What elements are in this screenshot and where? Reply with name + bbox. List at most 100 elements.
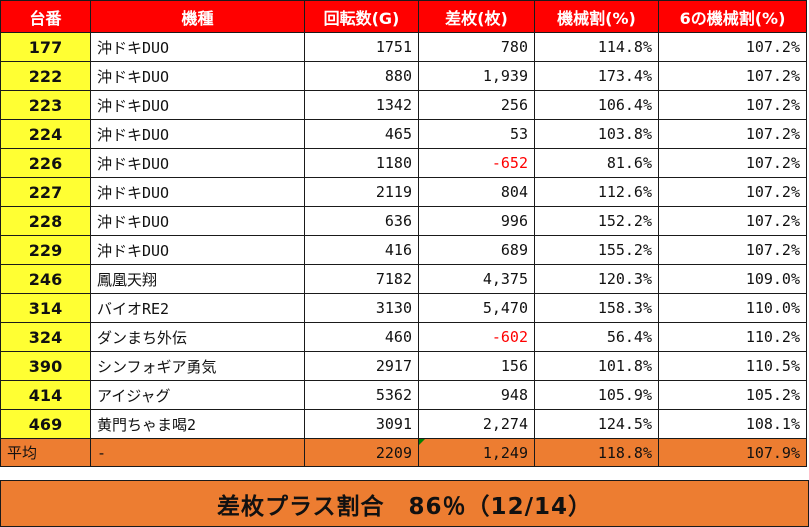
games-cell[interactable]: 2917 bbox=[304, 351, 419, 381]
model-cell[interactable]: シンフォギア勇気 bbox=[90, 351, 305, 381]
table-row: 314 バイオRE2 3130 5,470 158.3% 110.0% bbox=[0, 293, 807, 323]
diff-cell[interactable]: 1,939 bbox=[418, 61, 535, 91]
rate6-cell[interactable]: 107.2% bbox=[658, 148, 807, 178]
average-games[interactable]: 2209 bbox=[304, 438, 419, 467]
rate-cell[interactable]: 152.2% bbox=[534, 206, 659, 236]
diff-cell[interactable]: 4,375 bbox=[418, 264, 535, 294]
model-cell[interactable]: 沖ドキDUO bbox=[90, 235, 305, 265]
machine-number-cell[interactable]: 246 bbox=[0, 264, 91, 294]
model-cell[interactable]: 沖ドキDUO bbox=[90, 206, 305, 236]
model-cell[interactable]: アイジャグ bbox=[90, 380, 305, 410]
rate-cell[interactable]: 81.6% bbox=[534, 148, 659, 178]
model-cell[interactable]: 黄門ちゃま喝2 bbox=[90, 409, 305, 439]
model-cell[interactable]: 沖ドキDUO bbox=[90, 32, 305, 62]
average-diff-cell[interactable]: 1,249 bbox=[418, 438, 535, 467]
rate6-cell[interactable]: 110.2% bbox=[658, 322, 807, 352]
games-cell[interactable]: 5362 bbox=[304, 380, 419, 410]
rate-cell[interactable]: 124.5% bbox=[534, 409, 659, 439]
header-games[interactable]: 回転数(G) bbox=[304, 0, 419, 33]
diff-cell[interactable]: 780 bbox=[418, 32, 535, 62]
games-cell[interactable]: 636 bbox=[304, 206, 419, 236]
machine-number-cell[interactable]: 228 bbox=[0, 206, 91, 236]
rate6-cell[interactable]: 105.2% bbox=[658, 380, 807, 410]
games-cell[interactable]: 880 bbox=[304, 61, 419, 91]
machine-number-cell[interactable]: 224 bbox=[0, 119, 91, 149]
machine-number-cell[interactable]: 177 bbox=[0, 32, 91, 62]
diff-cell[interactable]: 804 bbox=[418, 177, 535, 207]
rate-cell[interactable]: 105.9% bbox=[534, 380, 659, 410]
model-cell[interactable]: 鳳凰天翔 bbox=[90, 264, 305, 294]
machine-number-cell[interactable]: 324 bbox=[0, 322, 91, 352]
machine-number-cell[interactable]: 227 bbox=[0, 177, 91, 207]
machine-number-cell[interactable]: 469 bbox=[0, 409, 91, 439]
model-cell[interactable]: 沖ドキDUO bbox=[90, 148, 305, 178]
rate-cell[interactable]: 56.4% bbox=[534, 322, 659, 352]
average-model[interactable]: - bbox=[90, 438, 305, 467]
rate6-cell[interactable]: 109.0% bbox=[658, 264, 807, 294]
rate6-cell[interactable]: 107.2% bbox=[658, 177, 807, 207]
games-cell[interactable]: 416 bbox=[304, 235, 419, 265]
header-payout-rate[interactable]: 機械割(%) bbox=[534, 0, 659, 33]
rate6-cell[interactable]: 107.2% bbox=[658, 119, 807, 149]
model-cell[interactable]: バイオRE2 bbox=[90, 293, 305, 323]
average-rate[interactable]: 118.8% bbox=[534, 438, 659, 467]
rate6-cell[interactable]: 108.1% bbox=[658, 409, 807, 439]
model-cell[interactable]: 沖ドキDUO bbox=[90, 61, 305, 91]
diff-cell[interactable]: 948 bbox=[418, 380, 535, 410]
diff-cell[interactable]: 53 bbox=[418, 119, 535, 149]
plus-ratio-banner[interactable]: 差枚プラス割合 86％（12/14） bbox=[0, 480, 809, 527]
rate6-cell[interactable]: 107.2% bbox=[658, 235, 807, 265]
rate-cell[interactable]: 101.8% bbox=[534, 351, 659, 381]
machine-number-cell[interactable]: 229 bbox=[0, 235, 91, 265]
rate6-cell[interactable]: 107.2% bbox=[658, 32, 807, 62]
diff-cell[interactable]: 256 bbox=[418, 90, 535, 120]
rate6-cell[interactable]: 107.2% bbox=[658, 61, 807, 91]
header-diff[interactable]: 差枚(枚) bbox=[418, 0, 535, 33]
rate-cell[interactable]: 155.2% bbox=[534, 235, 659, 265]
rate-cell[interactable]: 103.8% bbox=[534, 119, 659, 149]
diff-cell[interactable]: -652 bbox=[418, 148, 535, 178]
machine-number-cell[interactable]: 414 bbox=[0, 380, 91, 410]
rate6-cell[interactable]: 110.0% bbox=[658, 293, 807, 323]
rate-cell[interactable]: 112.6% bbox=[534, 177, 659, 207]
rate6-cell[interactable]: 107.2% bbox=[658, 206, 807, 236]
rate6-cell[interactable]: 107.2% bbox=[658, 90, 807, 120]
machine-number-cell[interactable]: 314 bbox=[0, 293, 91, 323]
model-cell[interactable]: 沖ドキDUO bbox=[90, 177, 305, 207]
machine-number-cell[interactable]: 226 bbox=[0, 148, 91, 178]
diff-cell[interactable]: -602 bbox=[418, 322, 535, 352]
rate6-cell[interactable]: 110.5% bbox=[658, 351, 807, 381]
games-cell[interactable]: 3130 bbox=[304, 293, 419, 323]
header-machine-number[interactable]: 台番 bbox=[0, 0, 91, 33]
rate-cell[interactable]: 120.3% bbox=[534, 264, 659, 294]
machine-number-cell[interactable]: 222 bbox=[0, 61, 91, 91]
games-cell[interactable]: 3091 bbox=[304, 409, 419, 439]
machine-number-cell[interactable]: 390 bbox=[0, 351, 91, 381]
rate-cell[interactable]: 106.4% bbox=[534, 90, 659, 120]
table-row: 228 沖ドキDUO 636 996 152.2% 107.2% bbox=[0, 206, 807, 236]
rate-cell[interactable]: 158.3% bbox=[534, 293, 659, 323]
model-cell[interactable]: ダンまち外伝 bbox=[90, 322, 305, 352]
average-row: 平均 - 2209 1,249 118.8% 107.9% bbox=[0, 438, 807, 467]
games-cell[interactable]: 460 bbox=[304, 322, 419, 352]
rate-cell[interactable]: 173.4% bbox=[534, 61, 659, 91]
average-label[interactable]: 平均 bbox=[0, 438, 91, 467]
average-rate6[interactable]: 107.9% bbox=[658, 438, 807, 467]
games-cell[interactable]: 465 bbox=[304, 119, 419, 149]
model-cell[interactable]: 沖ドキDUO bbox=[90, 119, 305, 149]
games-cell[interactable]: 1342 bbox=[304, 90, 419, 120]
diff-cell[interactable]: 689 bbox=[418, 235, 535, 265]
diff-cell[interactable]: 156 bbox=[418, 351, 535, 381]
games-cell[interactable]: 7182 bbox=[304, 264, 419, 294]
diff-cell[interactable]: 996 bbox=[418, 206, 535, 236]
games-cell[interactable]: 1751 bbox=[304, 32, 419, 62]
header-model[interactable]: 機種 bbox=[90, 0, 305, 33]
header-setting6-rate[interactable]: 6の機械割(%) bbox=[658, 0, 807, 33]
diff-cell[interactable]: 2,274 bbox=[418, 409, 535, 439]
model-cell[interactable]: 沖ドキDUO bbox=[90, 90, 305, 120]
machine-number-cell[interactable]: 223 bbox=[0, 90, 91, 120]
rate-cell[interactable]: 114.8% bbox=[534, 32, 659, 62]
diff-cell[interactable]: 5,470 bbox=[418, 293, 535, 323]
games-cell[interactable]: 1180 bbox=[304, 148, 419, 178]
games-cell[interactable]: 2119 bbox=[304, 177, 419, 207]
